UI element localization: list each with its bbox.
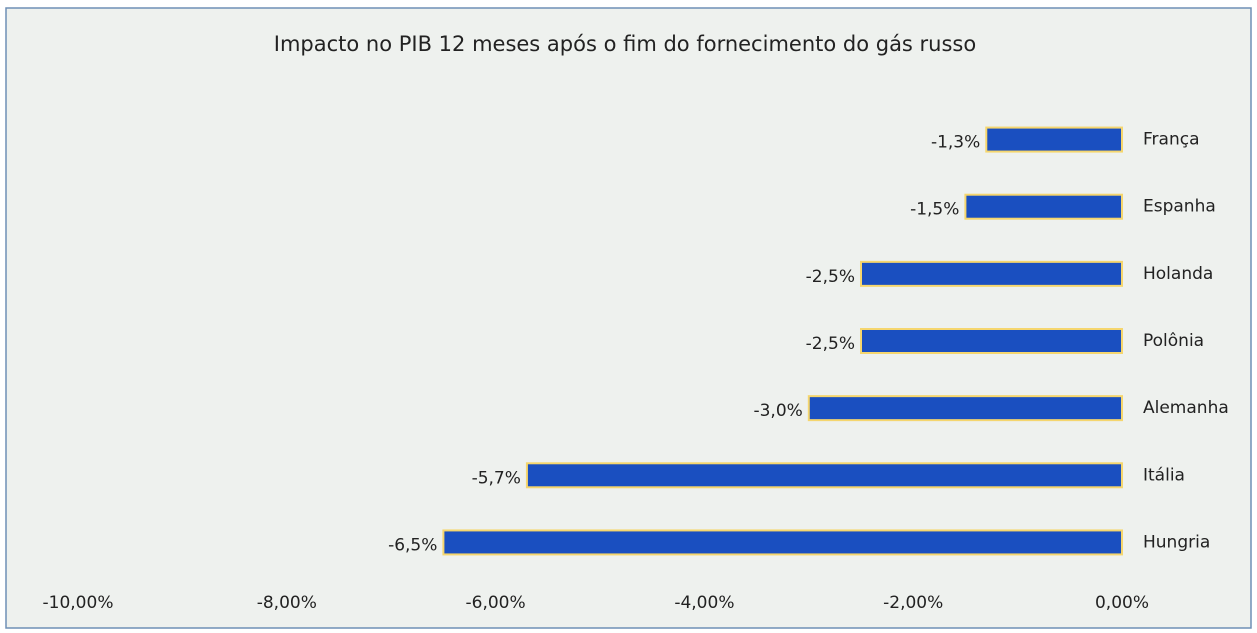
value-label: -5,7% <box>472 468 521 488</box>
value-label: -2,5% <box>806 267 855 287</box>
x-tick-label: -6,00% <box>466 593 526 613</box>
x-tick-label: -2,00% <box>883 593 943 613</box>
category-label: Alemanha <box>1143 398 1229 418</box>
bar <box>807 395 1123 422</box>
value-label: -1,5% <box>910 200 959 220</box>
chart-title: Impacto no PIB 12 meses após o fim do fo… <box>274 32 976 56</box>
x-tick-label: -4,00% <box>674 593 734 613</box>
bar <box>985 126 1124 153</box>
x-tick-label: -10,00% <box>43 593 114 613</box>
x-tick-label: 0,00% <box>1095 593 1149 613</box>
bar <box>442 529 1123 556</box>
category-label: Polônia <box>1143 331 1204 351</box>
value-label: -1,3% <box>931 133 980 153</box>
bar <box>860 260 1123 287</box>
category-label: Hungria <box>1143 532 1210 552</box>
value-label: -3,0% <box>753 401 802 421</box>
bar <box>964 193 1124 220</box>
bar <box>525 462 1123 489</box>
bar <box>860 328 1123 354</box>
category-label: Itália <box>1143 465 1185 485</box>
chart-frame <box>5 7 1252 629</box>
category-label: França <box>1143 130 1200 150</box>
value-label: -2,5% <box>806 334 855 354</box>
category-label: Espanha <box>1143 197 1216 217</box>
value-label: -6,5% <box>388 535 437 555</box>
category-label: Holanda <box>1143 264 1213 284</box>
x-tick-label: -8,00% <box>257 593 317 613</box>
